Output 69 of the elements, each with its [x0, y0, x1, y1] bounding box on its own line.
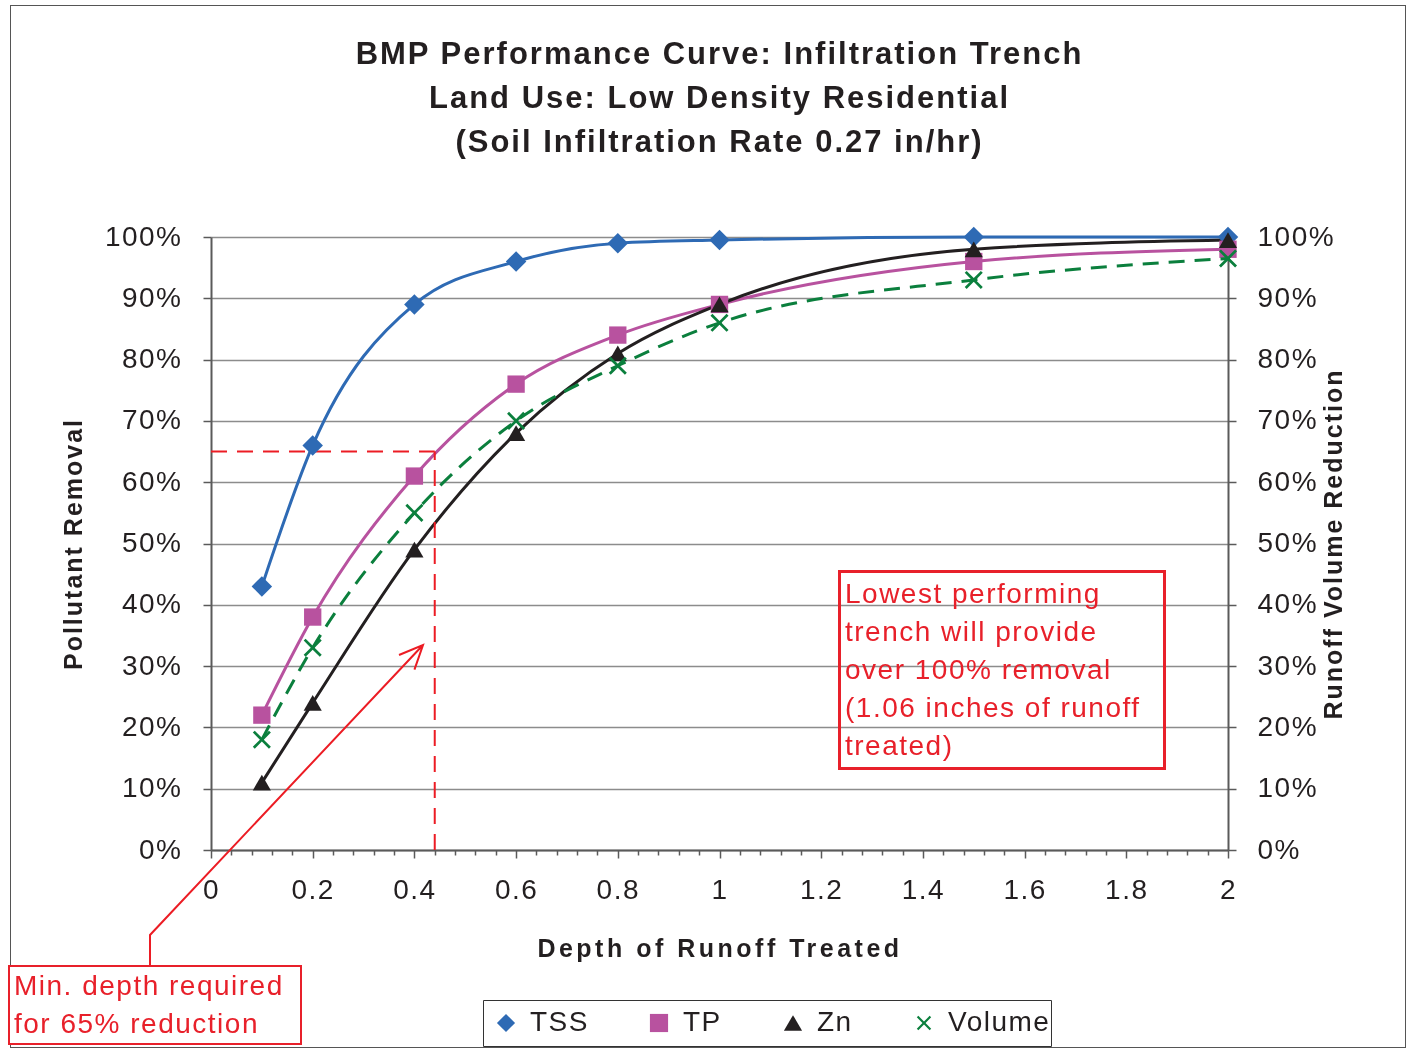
y2-tick-label: 90% — [1257, 281, 1319, 313]
x-tick-label: 1.2 — [799, 873, 844, 905]
x-tick-label: 1 — [711, 873, 729, 905]
x-tick-label: 2 — [1219, 873, 1238, 905]
point — [964, 270, 983, 289]
point — [303, 638, 322, 657]
point — [608, 356, 627, 375]
point — [251, 576, 273, 597]
y-tick-label: 80% — [121, 343, 183, 375]
y2-tick-label: 40% — [1257, 588, 1319, 620]
x-tick-label: 1.8 — [1105, 873, 1149, 905]
point — [505, 251, 527, 272]
legend-label: Zn — [817, 1006, 853, 1037]
y-tick-label: 70% — [121, 404, 183, 436]
x-tick-label: 0.8 — [596, 873, 641, 905]
y-tick-label: 20% — [121, 710, 183, 742]
point — [252, 774, 271, 791]
annotation: Lowest performing trench will provide over 100% removal (1.06 inches of runoff treated) — [838, 570, 1166, 770]
point — [1218, 249, 1238, 268]
point — [405, 503, 424, 522]
text: Min. depth required for 65% reduction — [8, 965, 302, 1045]
point — [302, 435, 323, 456]
point — [709, 229, 730, 251]
y2-tick-label: 50% — [1257, 527, 1319, 558]
x-tick-label: 0.4 — [393, 873, 437, 905]
point — [963, 226, 984, 248]
y2-tick-label: 60% — [1257, 465, 1319, 497]
x-tick-label: 0.6 — [494, 873, 539, 905]
y-tick-label: 0% — [139, 833, 183, 865]
legend-label: Volume — [948, 1006, 1051, 1037]
y-tick-label: 90% — [121, 281, 183, 313]
y-tick-label: 60% — [121, 465, 183, 497]
y-axis-title: Pollutant Removal — [58, 417, 87, 671]
point — [252, 730, 271, 749]
point — [303, 695, 322, 711]
x-tick-label: 0.2 — [291, 873, 335, 905]
point — [405, 467, 424, 485]
y2-tick-label: 70% — [1257, 404, 1319, 436]
point — [607, 232, 629, 254]
point — [404, 294, 425, 315]
x-axis-title: Depth of Runoff Treated — [537, 933, 903, 962]
y-tick-label: 30% — [121, 649, 183, 681]
y-tick-label: 40% — [121, 588, 183, 620]
point — [253, 706, 271, 724]
y-tick-label: 100% — [104, 220, 183, 252]
point — [405, 541, 424, 558]
y-tick-label: 50% — [121, 527, 183, 558]
legend-label: TSS — [530, 1006, 589, 1037]
legend-label: TP — [683, 1006, 722, 1037]
y2-tick-label: 30% — [1257, 649, 1319, 681]
x-tick-label: 0 — [202, 873, 221, 905]
point — [507, 411, 526, 430]
y2-tick-label: 0% — [1257, 833, 1301, 865]
y2-tick-label: 10% — [1257, 772, 1319, 804]
y2-axis-title: Runoff Volume Reduction — [1319, 368, 1348, 720]
y2-tick-label: 80% — [1257, 343, 1319, 375]
x-tick-label: 1.6 — [1003, 873, 1047, 905]
point — [1218, 232, 1238, 248]
point — [304, 608, 322, 626]
point — [609, 326, 627, 344]
point — [507, 375, 525, 393]
y-tick-label: 10% — [121, 772, 183, 804]
chart-title: BMP Performance Curve: Infiltration Trench Land Use: Low Density Residential (Soil Infiltration Rate 0.27 in/hr) — [355, 36, 1084, 159]
point — [710, 313, 729, 332]
y2-tick-label: 100% — [1257, 220, 1336, 252]
x-tick-label: 1.4 — [901, 873, 946, 905]
y2-tick-label: 20% — [1257, 710, 1319, 742]
point — [507, 425, 526, 442]
point — [964, 241, 983, 258]
